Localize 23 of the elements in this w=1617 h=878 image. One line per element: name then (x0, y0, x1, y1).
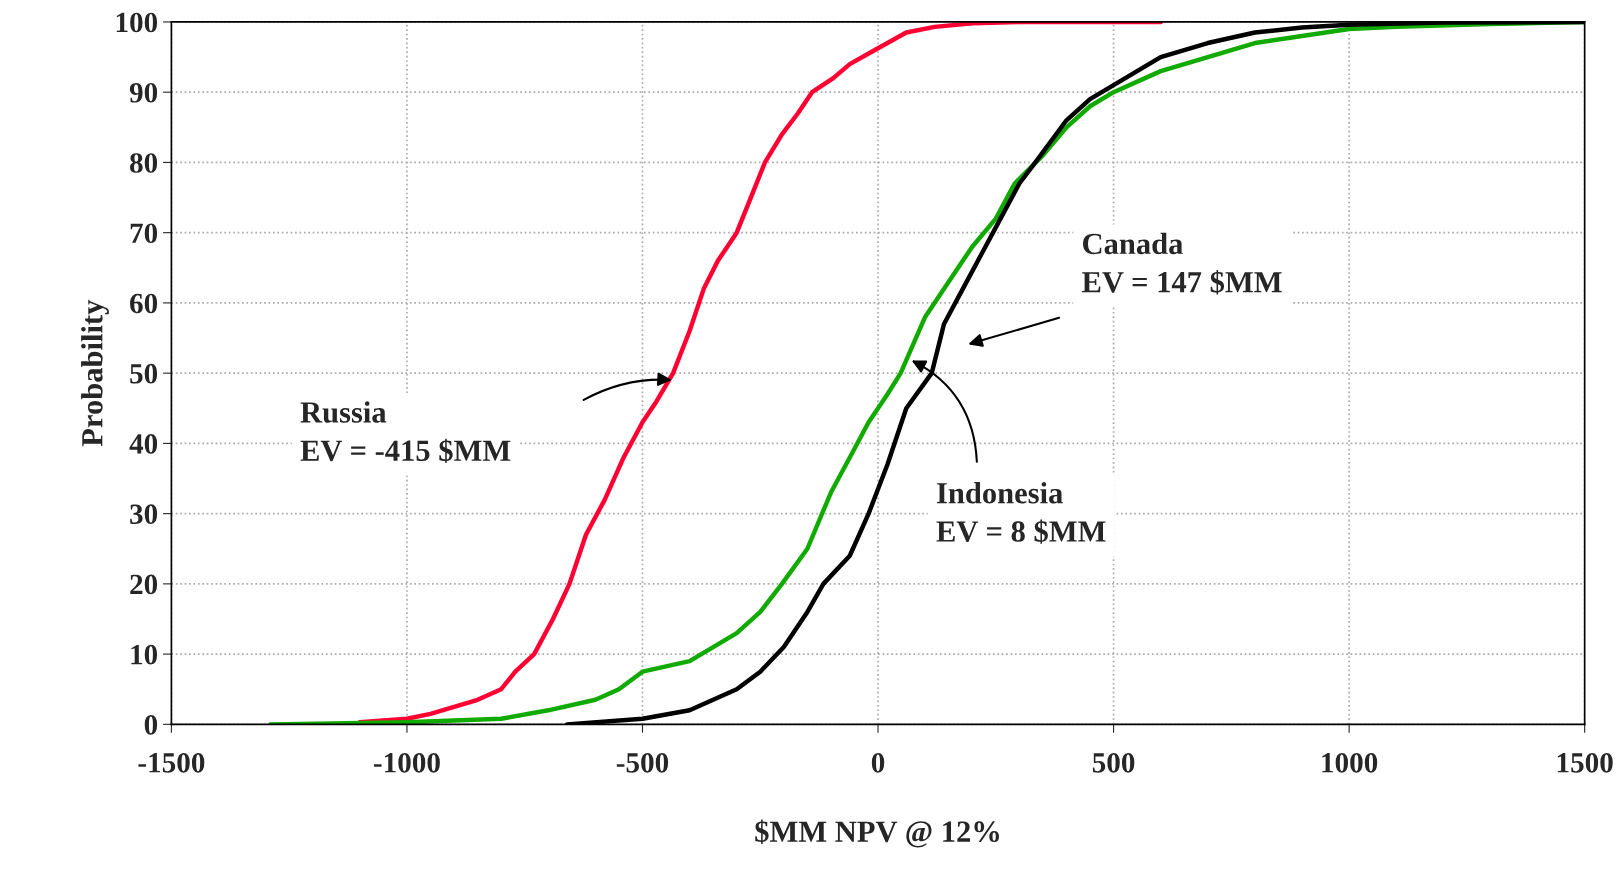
y-tick-label: 50 (130, 363, 158, 384)
y-tick-label: 100 (116, 12, 158, 33)
y-tick-label: 10 (131, 644, 158, 665)
y-tick-label: 30 (130, 504, 158, 525)
annotation: Indonesia EV = 8 $MM (936, 482, 1106, 544)
annotation: Canada EV = 147 $MM (1082, 232, 1282, 295)
x-axis-title: $MM NPV @ 12% (755, 819, 999, 848)
y-axis-title: Probability (81, 299, 109, 447)
x-tick-label: 1000 (1322, 752, 1378, 773)
y-tick-label: 20 (130, 574, 158, 595)
x-tick-label: 500 (1092, 752, 1135, 773)
y-tick-label: 70 (130, 223, 158, 244)
x-tick-label: -500 (616, 752, 669, 773)
y-tick-label: 40 (129, 434, 158, 454)
x-tick-label: 0 (871, 752, 885, 773)
y-tick-label: 0 (144, 715, 158, 735)
x-tick-label: -1000 (373, 752, 440, 773)
x-tick-label: 1500 (1557, 752, 1613, 773)
annotation: Russia EV = -415 $MM (300, 401, 511, 464)
y-tick-label: 90 (129, 82, 158, 103)
y-tick-label: 60 (130, 293, 158, 314)
y-tick-label: 80 (130, 153, 158, 173)
x-tick-label: -1500 (138, 752, 205, 773)
